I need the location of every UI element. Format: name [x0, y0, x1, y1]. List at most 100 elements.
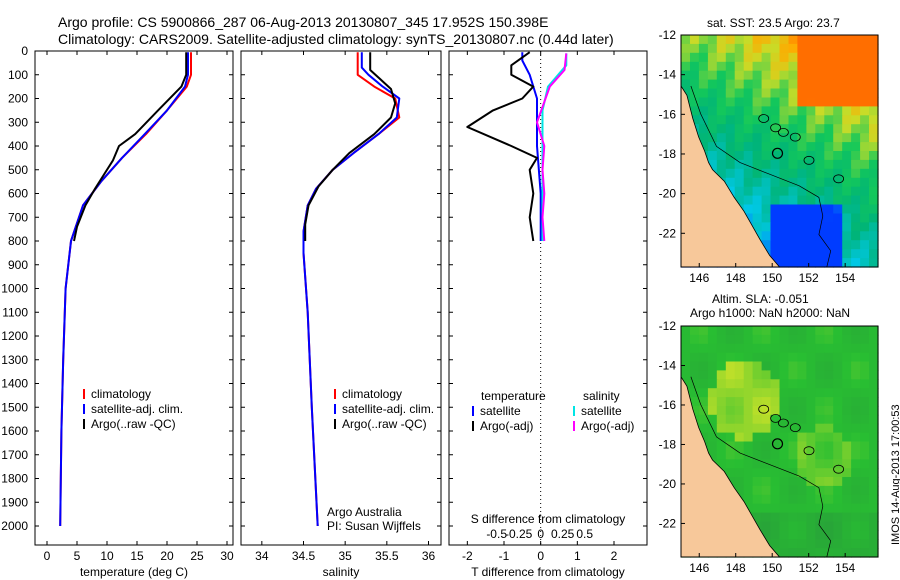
sla-map-cell: [690, 361, 700, 371]
sst-map-cell: [851, 249, 861, 259]
sst-map-cell: [869, 168, 879, 179]
sla-map-cell: [806, 388, 816, 398]
sst-map-cell: [725, 106, 736, 116]
sst-map-cell: [690, 70, 700, 81]
sla-map-cell: [761, 397, 772, 407]
sst-map-cell: [752, 70, 763, 81]
sst-map-cell: [833, 133, 843, 143]
sst-map-cell: [851, 222, 861, 232]
sst-map-cell: [779, 115, 790, 125]
sla-map-cell: [725, 397, 736, 407]
sst-map-cell: [752, 97, 763, 107]
sla-map-cell: [842, 441, 852, 451]
differences-xtick-label: -1: [499, 549, 510, 563]
sst-map-cell: [851, 115, 861, 125]
sla-map-cell: [743, 343, 754, 354]
sla-map-cell: [761, 414, 772, 425]
sst-map-lat-label: -12: [659, 28, 677, 42]
sst-map-cell: [833, 168, 843, 179]
sst-map-cell: [698, 61, 709, 72]
salinity-annotation: Argo Australia: [327, 505, 402, 519]
sst-map-cell: [797, 124, 807, 134]
sla-map-cell: [734, 406, 745, 416]
temperature-xtick-label: 15: [130, 549, 144, 563]
sla-map-cell: [851, 539, 861, 549]
sla-map-cell: [761, 379, 772, 389]
sla-map-cell: [779, 397, 790, 407]
sst-map-cell: [752, 88, 763, 98]
sst-map-cell: [761, 168, 772, 179]
sst-map-cell: [815, 70, 825, 81]
sla-map-cell: [842, 326, 852, 336]
sst-map-cell: [869, 151, 879, 161]
sla-map-cell: [833, 326, 843, 336]
sla-map-cell: [833, 548, 843, 558]
sla-map-cell: [842, 548, 852, 558]
sst-map-cell: [806, 124, 816, 134]
sla-map-cell: [833, 352, 843, 363]
sla-map-cell: [833, 370, 843, 380]
sla-map-cell: [806, 441, 816, 451]
sla-map-cell: [851, 432, 861, 443]
sst-map-cell: [761, 115, 772, 125]
sst-map-cell: [716, 159, 727, 170]
sst-map-cell: [851, 231, 861, 241]
sst-map-cell: [770, 106, 781, 116]
sst-map-cell: [734, 61, 745, 72]
sla-map-cell: [788, 485, 799, 496]
sst-map-cell: [833, 88, 843, 98]
diff-legend-salinity-label: salinity: [583, 389, 620, 403]
sst-map-cell: [734, 35, 745, 45]
sst-land: [680, 84, 781, 268]
sst-map-cell: [788, 258, 799, 268]
sst-map-cell: [752, 106, 763, 116]
sla-map-cell: [788, 539, 799, 549]
sla-map-cell: [797, 406, 807, 416]
sst-map-cell: [833, 249, 843, 259]
sst-map-cell: [851, 258, 861, 268]
sla-map-lon-label: 148: [726, 561, 746, 575]
sst-map-cell: [797, 79, 807, 90]
sst-map-cell: [734, 88, 745, 98]
sla-map-cell: [788, 503, 799, 514]
sst-map-cell: [842, 195, 852, 206]
sst-map-cell: [788, 240, 799, 250]
sst-map-cell: [743, 168, 754, 179]
sst-map-cell: [690, 88, 700, 98]
sla-map-cell: [851, 521, 861, 531]
sst-map-cell: [851, 43, 861, 54]
sst-map-cell: [851, 97, 861, 107]
sla-map-cell: [806, 521, 816, 531]
sla-map-cell: [770, 530, 781, 540]
sst-map-lon-label: 152: [799, 271, 819, 285]
sla-map-cell: [806, 512, 816, 523]
sla-map-cell: [833, 334, 843, 345]
sst-map-lon-label: 148: [726, 271, 746, 285]
sla-map-cell: [860, 370, 870, 380]
sst-map-cell: [770, 88, 781, 98]
sla-map-cell: [815, 352, 825, 363]
sst-map-cell: [815, 258, 825, 268]
sla-map-cell: [734, 432, 745, 443]
sla-map-cell: [752, 512, 763, 523]
sst-map-cell: [779, 88, 790, 98]
sla-map-cell: [779, 432, 790, 443]
sla-map-cell: [842, 512, 852, 523]
sla-map-cell: [806, 477, 816, 487]
sla-map-cell: [690, 388, 700, 398]
sla-map-cell: [833, 414, 843, 425]
sla-map-cell: [833, 343, 843, 354]
differences-series-black: [466, 51, 538, 242]
sst-map-cell: [743, 61, 754, 72]
sst-map-cell: [860, 124, 870, 134]
sla-map-cell: [815, 326, 825, 336]
sla-map-cell: [761, 423, 772, 434]
sla-map-cell: [779, 459, 790, 469]
depth-tick-label: 200: [8, 92, 28, 106]
sla-map-cell: [842, 539, 852, 549]
sst-map-cell: [761, 70, 772, 81]
sst-map-cell: [761, 151, 772, 161]
sla-map-cell: [833, 406, 843, 416]
diff-secondary-tick-label: 0.5: [576, 527, 593, 541]
